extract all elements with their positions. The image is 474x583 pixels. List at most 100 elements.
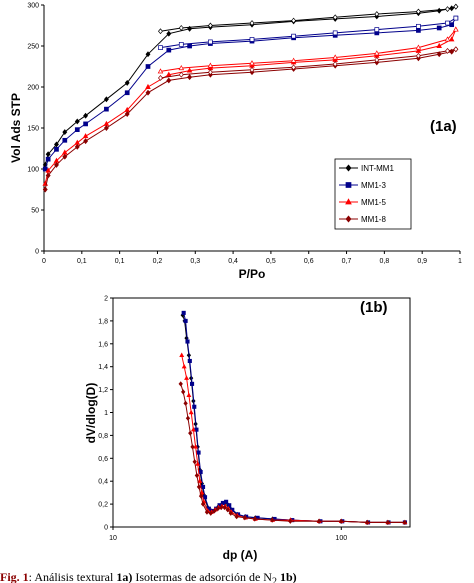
data-point (227, 503, 232, 508)
data-point (449, 22, 455, 28)
legend: INT-MM1 MM1-3 MM1-5 MM1-8 (334, 158, 412, 230)
data-point (208, 510, 213, 516)
data-point (416, 23, 421, 29)
series-mm1-8 (42, 46, 459, 193)
data-point (54, 141, 59, 148)
data-point (45, 151, 51, 158)
data-point (103, 125, 109, 131)
data-point (444, 36, 451, 42)
data-point (224, 499, 229, 504)
data-point (225, 507, 230, 513)
panel-label: (1b) (360, 299, 388, 316)
data-point (187, 43, 192, 49)
data-point (199, 489, 205, 495)
series-mm1-3 (42, 15, 459, 172)
adsorption-line (44, 29, 457, 184)
data-point (181, 310, 186, 315)
x-tick-label: 0,8 (379, 258, 389, 265)
data-point (415, 8, 421, 15)
data-point (197, 478, 203, 483)
y-tick-label: 1,8 (98, 318, 108, 325)
data-point (374, 56, 380, 63)
y-tick-label: 0 (104, 525, 108, 532)
data-point (195, 461, 201, 466)
x-axis-label: dp (A) (223, 548, 258, 562)
data-point (338, 518, 344, 524)
data-point (83, 112, 89, 119)
data-point (448, 36, 455, 42)
x-tick-label: 0,6 (304, 258, 314, 265)
data-point (207, 62, 214, 68)
data-point (103, 96, 109, 103)
data-point (204, 509, 210, 515)
isotherm-chart: 0 50 100 150 200 250 300 0 0,1 0,1 0,2 0,3 0,4 0,5 0,… (9, 3, 462, 282)
data-point (415, 52, 421, 59)
x-tick-label: 0,1 (77, 258, 87, 265)
series-line (182, 315, 405, 523)
x-tick-label: 0,4 (228, 258, 238, 265)
data-point (181, 389, 186, 395)
data-point (436, 42, 442, 48)
data-point (145, 64, 151, 69)
data-point (332, 54, 338, 60)
data-point (291, 64, 297, 71)
data-point (192, 404, 197, 409)
y-tick-label: 1,4 (98, 364, 108, 371)
data-point (291, 17, 297, 24)
x-tick-label: 0,3 (190, 258, 200, 265)
y-tick-label: 250 (27, 44, 39, 51)
data-point (178, 65, 185, 71)
data-point (345, 182, 352, 188)
data-point (185, 339, 190, 344)
data-point (54, 146, 59, 152)
data-point (202, 495, 208, 500)
caption-panel-ref: 1a) (116, 571, 133, 583)
data-point (104, 106, 109, 112)
data-point (453, 46, 459, 53)
data-point (45, 156, 51, 162)
series-mm1-5 (179, 352, 408, 525)
data-point (74, 143, 80, 150)
y-tick-label: 0 (35, 249, 39, 256)
data-point (200, 484, 206, 489)
y-tick-label: 2 (104, 296, 108, 303)
data-point (385, 519, 390, 526)
data-point (192, 459, 197, 465)
y-tick-label: 300 (27, 3, 39, 10)
data-point (158, 45, 163, 50)
data-point (166, 77, 172, 84)
data-point (42, 166, 48, 172)
data-point (187, 74, 193, 81)
data-point (212, 508, 217, 514)
y-axis-label: dV/dlog(D) (84, 383, 98, 444)
series-line (181, 355, 405, 523)
data-point (181, 363, 187, 369)
data-point (194, 472, 200, 479)
data-point (252, 516, 257, 522)
data-point (249, 37, 255, 42)
data-point (166, 47, 172, 53)
data-point (42, 186, 48, 193)
data-point (445, 6, 450, 13)
data-point (83, 138, 89, 145)
legend-label: MM1-8 (361, 215, 386, 224)
data-point (62, 137, 68, 143)
y-tick-label: 0,6 (98, 456, 108, 463)
data-point (185, 415, 191, 421)
plot-area-frame (112, 297, 411, 528)
panel-label: (1a) (430, 118, 457, 135)
data-point (291, 33, 296, 39)
data-point (178, 71, 184, 78)
y-tick-label: 0,8 (98, 433, 108, 440)
data-point (453, 15, 459, 21)
data-point (228, 510, 233, 516)
data-point (219, 504, 224, 511)
y-tick-label: 0,2 (98, 502, 108, 509)
caption-panel-ref: 1b) (279, 571, 297, 583)
legend-item: MM1-5 (339, 198, 386, 207)
x-tick-label: 0 (42, 258, 46, 265)
data-point (332, 14, 338, 21)
data-point (332, 30, 338, 36)
data-point (178, 25, 184, 31)
data-point (157, 68, 164, 74)
